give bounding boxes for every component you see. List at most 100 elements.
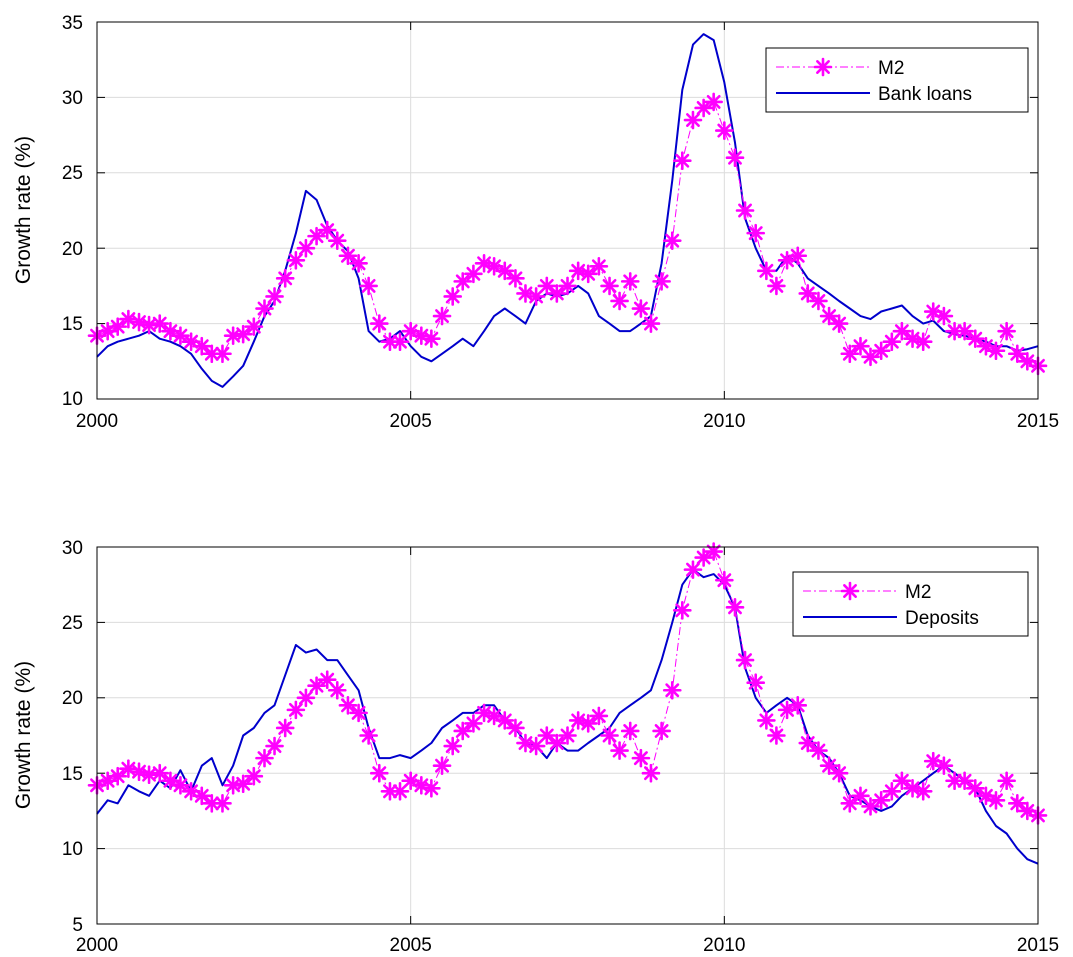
top-m2-point-stroke	[696, 100, 711, 115]
bottom-m2-point	[715, 570, 734, 590]
top-m2-point-stroke	[591, 259, 606, 274]
top-m2-point-stroke	[863, 349, 878, 364]
top-m2-point-stroke	[173, 328, 188, 343]
top-m2-point	[526, 287, 546, 306]
top-m2-point	[819, 306, 839, 326]
bottom-m2-point-stroke	[612, 743, 627, 758]
top-m2-point-stroke	[226, 328, 241, 343]
bottom-m2-point	[620, 721, 640, 741]
top-m2-point	[652, 272, 671, 291]
bottom-m2-point-stroke	[591, 708, 606, 723]
bottom-m2-point-stroke	[623, 724, 638, 738]
top-xtick-label: 2015	[1017, 411, 1059, 432]
bottom-m2-point	[819, 756, 839, 775]
top-m2-point-stroke	[926, 304, 941, 319]
legend-m2-star-stroke	[816, 60, 830, 74]
top-m2-point-stroke	[361, 278, 376, 293]
chart-top: 10 15 20 25 30 35 2000 2005 2010 2015 Gr…	[12, 13, 1059, 432]
top-m2-point	[506, 269, 525, 288]
bottom-m2-point-stroke	[894, 773, 909, 788]
bottom-m2-point-stroke	[905, 781, 920, 796]
top-m2-point	[443, 287, 462, 306]
top-m2-point	[265, 287, 284, 306]
top-m2-point-stroke	[916, 334, 931, 349]
bottom-m2-point-stroke	[999, 773, 1014, 788]
top-m2-point-stroke	[654, 274, 669, 289]
top-m2-point-stroke	[717, 123, 732, 138]
bottom-m2-point-stroke	[403, 773, 418, 788]
bottom-m2-point-stroke	[267, 739, 282, 754]
top-m2-point-stroke	[215, 346, 230, 361]
top-m2-point-stroke	[288, 253, 303, 268]
bottom-legend-box	[792, 571, 1029, 637]
bottom-m2-point-stroke	[455, 724, 470, 738]
bottom-m2-point	[202, 794, 222, 813]
bottom-xtick-label: 2015	[1017, 935, 1059, 956]
top-m2-point-stroke	[905, 331, 920, 346]
top-ytick-label: 10	[62, 389, 83, 410]
top-ytick-label: 20	[62, 239, 83, 260]
bottom-m2-point	[704, 542, 723, 561]
top-m2-point-stroke	[487, 259, 502, 274]
top-m2-point	[1007, 344, 1027, 364]
top-m2-point-stroke	[957, 324, 972, 339]
bottom-m2-point	[380, 781, 400, 801]
bottom-m2-point	[735, 650, 755, 670]
bottom-m2-point	[139, 765, 159, 785]
bottom-m2-point-stroke	[696, 550, 711, 565]
bottom-m2-point	[255, 748, 274, 768]
bottom-m2-point-stroke	[936, 758, 951, 773]
top-m2-point	[338, 246, 358, 266]
bottom-m2-point	[809, 741, 828, 760]
bottom-m2-point-stroke	[372, 766, 387, 781]
top-m2-point	[589, 256, 609, 276]
top-m2-point	[359, 276, 378, 296]
bottom-m2-point	[631, 748, 651, 768]
top-m2-point	[997, 321, 1016, 341]
bottom-m2-point	[275, 718, 295, 738]
bottom-m2-point-stroke	[320, 672, 335, 687]
top-series	[87, 33, 1048, 388]
top-m2-point	[631, 299, 651, 318]
top-m2-point-stroke	[435, 309, 449, 324]
top-ticks	[96, 21, 1039, 400]
bottom-legend-deposits-label: Deposits	[905, 608, 979, 629]
top-m2-point	[945, 321, 964, 341]
bottom-m2-point	[788, 696, 808, 715]
top-m2-point	[767, 276, 786, 296]
bottom-m2-point	[673, 601, 692, 620]
top-m2-point-stroke	[738, 203, 752, 218]
top-m2-point	[275, 269, 295, 288]
top-m2-point-stroke	[936, 309, 951, 324]
bottom-m2-point	[641, 763, 661, 783]
bottom-m2-point-stroke	[110, 769, 125, 784]
bottom-m2-point	[233, 774, 253, 794]
bottom-m2-point-stroke	[822, 758, 837, 773]
bottom-m2-point	[767, 726, 786, 745]
bottom-m2-point	[829, 763, 849, 783]
bottom-m2-point-stroke	[738, 653, 752, 668]
top-m2-point-stroke	[298, 241, 313, 256]
top-m2-point	[683, 110, 703, 130]
top-m2-point	[578, 264, 598, 284]
bottom-m2-point	[934, 756, 954, 775]
top-m2-point-stroke	[110, 319, 125, 334]
bottom-xtick-label: 2010	[703, 935, 745, 956]
top-m2-point	[327, 231, 347, 250]
bottom-m2-point	[913, 781, 933, 801]
top-m2-point-stroke	[466, 266, 481, 281]
top-m2-point-stroke	[947, 324, 962, 339]
bottom-m2-point-stroke	[643, 766, 658, 781]
bottom-m2-point-stroke	[811, 743, 826, 758]
bottom-m2-point-stroke	[278, 721, 293, 735]
top-m2-point	[547, 284, 567, 303]
bottom-xtick-label: 2000	[76, 935, 118, 956]
bottom-m2-point	[610, 741, 629, 760]
bottom-m2-point-stroke	[706, 544, 721, 559]
bottom-m2-point	[965, 778, 985, 798]
top-m2-point	[307, 226, 326, 246]
bottom-m2-point-stroke	[173, 778, 188, 793]
bottom-m2-point	[327, 680, 347, 700]
top-xtick-label: 2000	[76, 411, 118, 432]
bottom-m2-point	[798, 733, 818, 753]
